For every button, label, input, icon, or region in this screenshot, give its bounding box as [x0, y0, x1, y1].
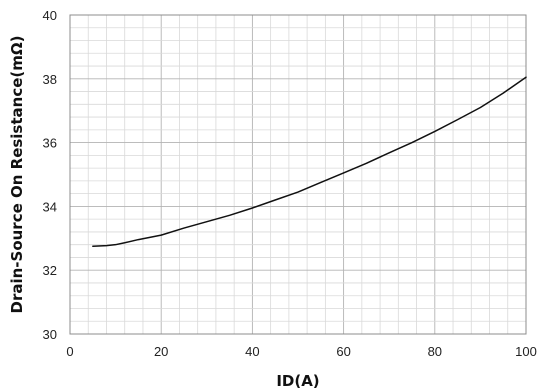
- y-tick-label: 32: [43, 263, 57, 278]
- y-axis-label: Drain-Source On Resistance(mΩ): [8, 36, 26, 314]
- y-tick-label: 30: [43, 327, 57, 342]
- x-tick-label: 100: [515, 344, 537, 359]
- y-tick-label: 38: [43, 72, 57, 87]
- series-group: [92, 76, 527, 248]
- x-tick-label: 0: [66, 344, 73, 359]
- y-tick-label: 40: [43, 8, 57, 23]
- x-tick-label: 80: [428, 344, 442, 359]
- y-axis-ticks: 30 32 34 36 38 40: [43, 8, 57, 342]
- x-axis-label: ID(A): [276, 372, 319, 390]
- y-tick-label: 34: [43, 199, 57, 214]
- x-axis-ticks: 0 20 40 60 80 100: [66, 344, 536, 359]
- x-tick-label: 20: [154, 344, 168, 359]
- grid: [69, 14, 527, 335]
- x-tick-label: 60: [336, 344, 350, 359]
- plot-frame: [69, 14, 527, 335]
- series-line: [92, 76, 527, 248]
- x-tick-label: 40: [245, 344, 259, 359]
- y-tick-label: 36: [43, 136, 57, 151]
